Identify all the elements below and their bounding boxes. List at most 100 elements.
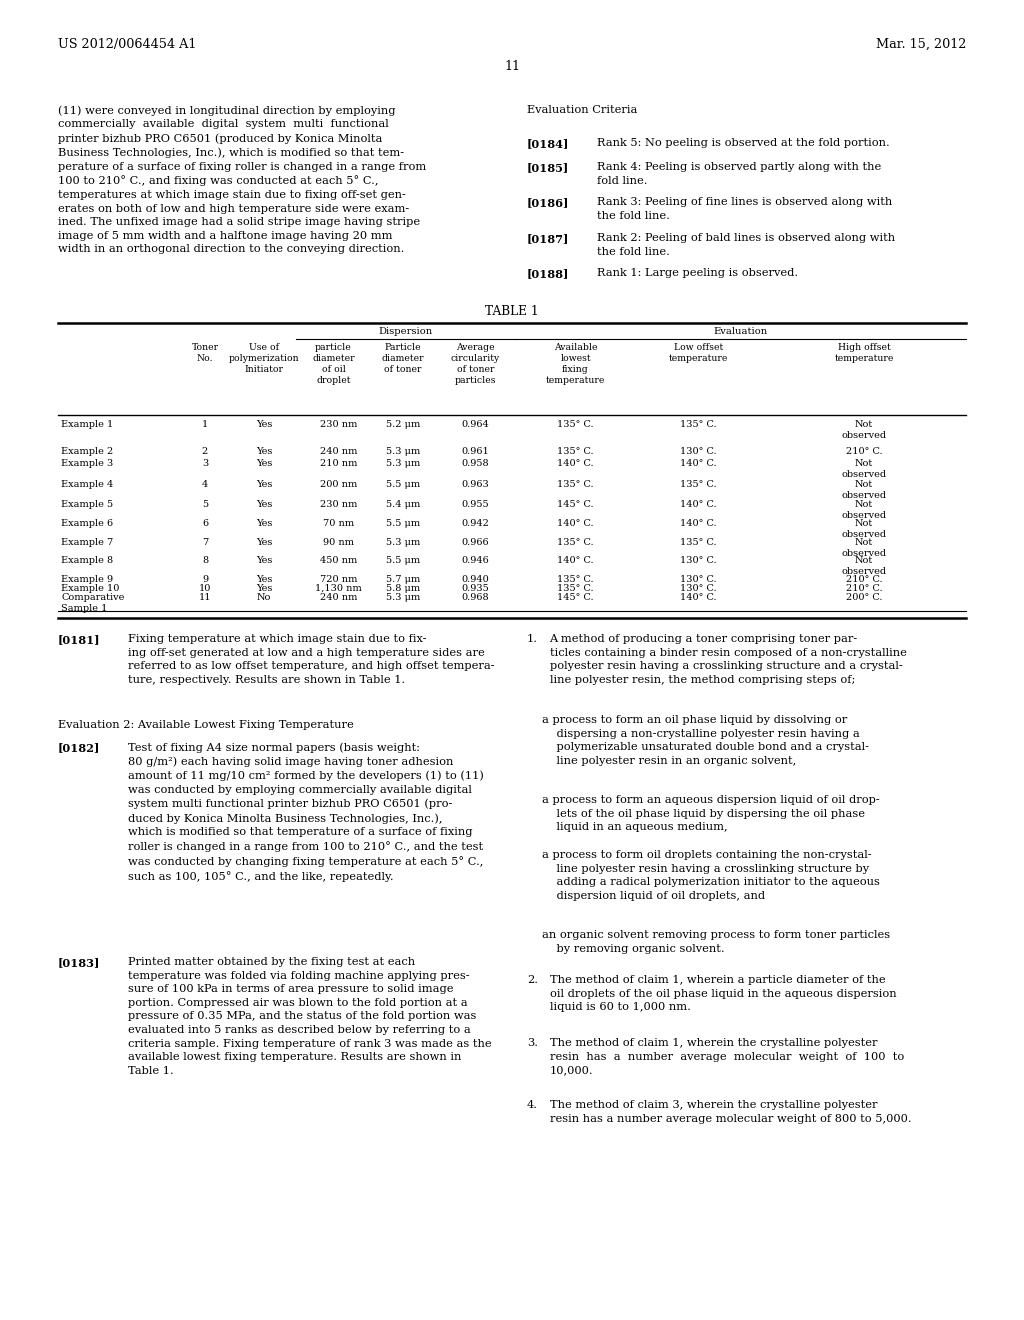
Text: 145° C.: 145° C. [557, 593, 594, 602]
Text: 5.4 μm: 5.4 μm [386, 500, 420, 510]
Text: Not
observed: Not observed [842, 459, 887, 479]
Text: 135° C.: 135° C. [680, 539, 717, 546]
Text: [0181]: [0181] [58, 634, 100, 645]
Text: 0.968: 0.968 [462, 593, 489, 602]
Text: 210 nm: 210 nm [319, 459, 357, 469]
Text: 5.5 μm: 5.5 μm [386, 480, 420, 488]
Text: 135° C.: 135° C. [680, 480, 717, 488]
Text: Rank 4: Peeling is observed partly along with the
fold line.: Rank 4: Peeling is observed partly along… [597, 162, 881, 186]
Text: 135° C.: 135° C. [557, 539, 594, 546]
Text: 5.5 μm: 5.5 μm [386, 556, 420, 565]
Text: Available
lowest
fixing
temperature: Available lowest fixing temperature [546, 343, 605, 385]
Text: [0187]: [0187] [527, 234, 569, 244]
Text: 450 nm: 450 nm [319, 556, 357, 565]
Text: Yes: Yes [256, 519, 272, 528]
Text: 5.3 μm: 5.3 μm [386, 539, 420, 546]
Text: (11) were conveyed in longitudinal direction by employing
commercially  availabl: (11) were conveyed in longitudinal direc… [58, 106, 426, 255]
Text: The method of claim 3, wherein the crystalline polyester
resin has a number aver: The method of claim 3, wherein the cryst… [550, 1100, 911, 1123]
Text: Example 7: Example 7 [61, 539, 114, 546]
Text: a process to form oil droplets containing the non-crystal-
    line polyester re: a process to form oil droplets containin… [543, 850, 881, 900]
Text: TABLE 1: TABLE 1 [485, 305, 539, 318]
Text: The method of claim 1, wherein a particle diameter of the
oil droplets of the oi: The method of claim 1, wherein a particl… [550, 975, 896, 1012]
Text: Toner
No.: Toner No. [191, 343, 218, 363]
Text: [0188]: [0188] [527, 268, 569, 279]
Text: Example 5: Example 5 [61, 500, 114, 510]
Text: 0.942: 0.942 [462, 519, 489, 528]
Text: Not
observed: Not observed [842, 500, 887, 520]
Text: 210° C.: 210° C. [846, 447, 883, 455]
Text: The method of claim 1, wherein the crystalline polyester
resin  has  a  number  : The method of claim 1, wherein the cryst… [550, 1038, 904, 1076]
Text: Yes: Yes [256, 420, 272, 429]
Text: Not
observed: Not observed [842, 539, 887, 558]
Text: 135° C.: 135° C. [557, 583, 594, 593]
Text: 0.940: 0.940 [462, 576, 489, 583]
Text: Example 4: Example 4 [61, 480, 114, 488]
Text: High offset
temperature: High offset temperature [835, 343, 894, 363]
Text: 0.958: 0.958 [462, 459, 489, 469]
Text: Not
observed: Not observed [842, 556, 887, 576]
Text: [0186]: [0186] [527, 197, 569, 209]
Text: 4: 4 [202, 480, 208, 488]
Text: 0.935: 0.935 [462, 583, 489, 593]
Text: 140° C.: 140° C. [680, 593, 717, 602]
Text: 145° C.: 145° C. [557, 500, 594, 510]
Text: Rank 2: Peeling of bald lines is observed along with
the fold line.: Rank 2: Peeling of bald lines is observe… [597, 234, 895, 256]
Text: Mar. 15, 2012: Mar. 15, 2012 [876, 38, 966, 51]
Text: 140° C.: 140° C. [680, 500, 717, 510]
Text: A method of producing a toner comprising toner par-
ticles containing a binder r: A method of producing a toner comprising… [550, 634, 906, 685]
Text: 9: 9 [202, 576, 208, 583]
Text: Not
observed: Not observed [842, 519, 887, 539]
Text: 0.955: 0.955 [462, 500, 489, 510]
Text: 140° C.: 140° C. [680, 459, 717, 469]
Text: Not
observed: Not observed [842, 420, 887, 440]
Text: Rank 5: No peeling is observed at the fold portion.: Rank 5: No peeling is observed at the fo… [597, 139, 890, 148]
Text: Example 3: Example 3 [61, 459, 114, 469]
Text: Rank 3: Peeling of fine lines is observed along with
the fold line.: Rank 3: Peeling of fine lines is observe… [597, 197, 892, 220]
Text: 7: 7 [202, 539, 208, 546]
Text: 135° C.: 135° C. [557, 480, 594, 488]
Text: 2.: 2. [527, 975, 538, 985]
Text: Example 9: Example 9 [61, 576, 114, 583]
Text: Evaluation Criteria: Evaluation Criteria [527, 106, 637, 115]
Text: 130° C.: 130° C. [680, 556, 717, 565]
Text: Yes: Yes [256, 576, 272, 583]
Text: 1,130 nm: 1,130 nm [315, 583, 362, 593]
Text: 5.3 μm: 5.3 μm [386, 593, 420, 602]
Text: Example 2: Example 2 [61, 447, 114, 455]
Text: [0182]: [0182] [58, 742, 100, 752]
Text: 135° C.: 135° C. [557, 447, 594, 455]
Text: Dispersion: Dispersion [379, 327, 433, 337]
Text: Particle
diameter
of toner: Particle diameter of toner [382, 343, 424, 374]
Text: 0.961: 0.961 [462, 447, 489, 455]
Text: a process to form an oil phase liquid by dissolving or
    dispersing a non-crys: a process to form an oil phase liquid by… [543, 715, 869, 766]
Text: 140° C.: 140° C. [557, 519, 594, 528]
Text: 0.966: 0.966 [462, 539, 489, 546]
Text: 3: 3 [202, 459, 208, 469]
Text: 11: 11 [199, 593, 211, 602]
Text: a process to form an aqueous dispersion liquid of oil drop-
    lets of the oil : a process to form an aqueous dispersion … [543, 795, 880, 832]
Text: 130° C.: 130° C. [680, 447, 717, 455]
Text: 140° C.: 140° C. [557, 556, 594, 565]
Text: [0184]: [0184] [527, 139, 569, 149]
Text: 5.8 μm: 5.8 μm [386, 583, 420, 593]
Text: 135° C.: 135° C. [557, 576, 594, 583]
Text: 240 nm: 240 nm [319, 593, 357, 602]
Text: Example 6: Example 6 [61, 519, 114, 528]
Text: 230 nm: 230 nm [319, 420, 357, 429]
Text: Average
circularity
of toner
particles: Average circularity of toner particles [451, 343, 500, 385]
Text: 130° C.: 130° C. [680, 576, 717, 583]
Text: 90 nm: 90 nm [324, 539, 354, 546]
Text: 135° C.: 135° C. [680, 420, 717, 429]
Text: Yes: Yes [256, 539, 272, 546]
Text: Low offset
temperature: Low offset temperature [669, 343, 728, 363]
Text: 0.963: 0.963 [462, 480, 489, 488]
Text: 135° C.: 135° C. [557, 420, 594, 429]
Text: [0183]: [0183] [58, 957, 100, 968]
Text: 240 nm: 240 nm [319, 447, 357, 455]
Text: Printed matter obtained by the fixing test at each
temperature was folded via fo: Printed matter obtained by the fixing te… [128, 957, 492, 1076]
Text: 70 nm: 70 nm [323, 519, 354, 528]
Text: 1: 1 [202, 420, 208, 429]
Text: 130° C.: 130° C. [680, 583, 717, 593]
Text: Yes: Yes [256, 480, 272, 488]
Text: 200 nm: 200 nm [319, 480, 357, 488]
